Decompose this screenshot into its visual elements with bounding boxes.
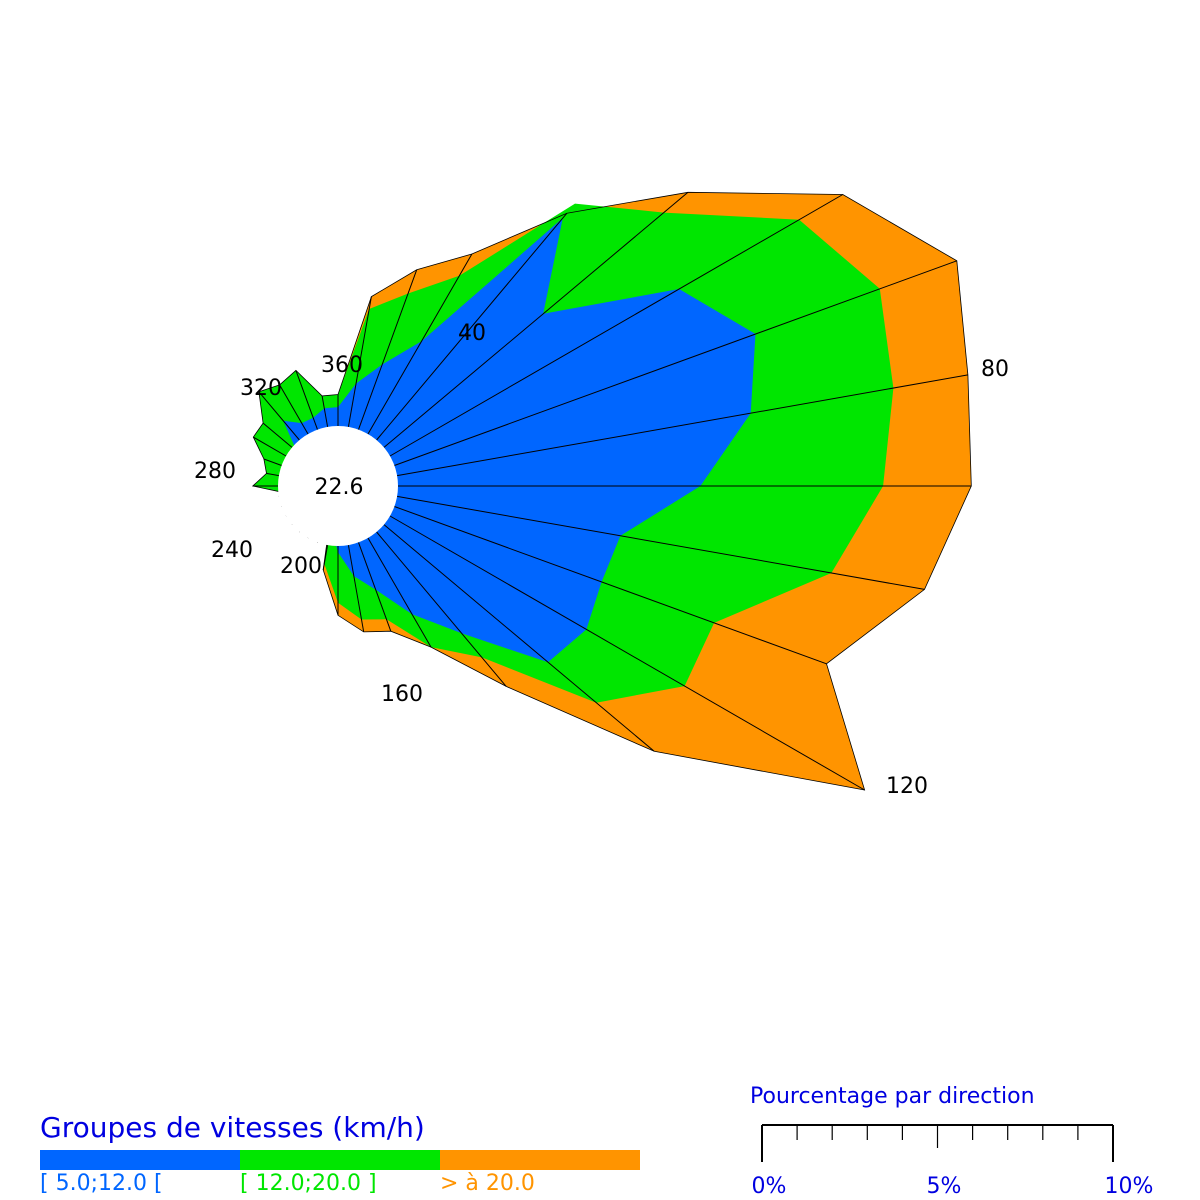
rose-spoke-350 [321,395,329,427]
direction-label-40: 40 [458,321,486,346]
calm-value: 22.6 [315,475,364,500]
rose-spoke-300 [253,436,287,457]
rose-spoke-320 [258,391,300,441]
scale-tick-label-0: 0% [752,1174,787,1199]
rose-spoke-100 [397,495,925,590]
rose-spoke-70 [394,260,957,466]
rose-spoke-120 [389,515,865,791]
scale-tick-label-10: 10% [1105,1174,1154,1199]
direction-label-120: 120 [886,774,928,799]
direction-label-80: 80 [981,357,1009,382]
speed-groups-legend: Groupes de vitesses (km/h) [ 5.0;12.0 [ … [40,1110,660,1198]
direction-label-280: 280 [194,459,236,484]
rose-spoke-310 [262,422,293,448]
rose-spoke-20 [358,269,418,430]
rose-spoke-60 [389,194,844,457]
legend-label-high: > à 20.0 [440,1171,535,1196]
rose-spoke-80 [397,374,968,477]
direction-labels: 40 80 120 160 200 240 280 320 360 [194,321,1009,799]
rose-outline [251,191,972,791]
calm-circle [278,426,398,546]
rose-spoke-280 [266,472,279,477]
rose-spoke-160 [358,542,392,632]
legend-swatch-high [440,1150,640,1170]
rose-spoke-40 [376,212,568,441]
rose-area-group-1 [283,218,756,663]
legend-label-low: [ 5.0;12.0 [ [40,1171,163,1196]
rose-spoke-30 [367,253,473,435]
scale-title: Pourcentage par direction [750,1084,1035,1109]
rose-spoke-130 [383,524,655,752]
wind-rose-spokes [251,191,972,791]
rose-spoke-340 [295,370,318,430]
legend-label-mid: [ 12.0;20.0 ] [240,1171,377,1196]
wind-rose-sectors [252,192,972,791]
direction-label-200: 200 [280,554,322,579]
rose-spoke-150 [367,537,432,648]
percentage-scale: Pourcentage par direction 0% 5% 10% [740,1082,1160,1200]
rose-spoke-50 [383,191,689,448]
rose-spoke-170 [347,545,365,632]
direction-label-360: 360 [321,353,363,378]
rose-spoke-290 [263,458,282,466]
rose-spoke-110 [394,506,827,665]
legend-swatch-low [40,1150,240,1170]
rose-spoke-10 [347,296,372,427]
legend-swatch-mid [240,1150,440,1170]
legend-title: Groupes de vitesses (km/h) [40,1111,425,1144]
scale-ruler: 0% 5% 10% [752,1124,1154,1199]
direction-label-240: 240 [211,538,253,563]
direction-label-320: 320 [240,376,282,401]
direction-label-160: 160 [381,682,423,707]
rose-spoke-330 [279,384,309,435]
rose-spoke-140 [376,531,507,687]
scale-tick-label-5: 5% [927,1174,962,1199]
